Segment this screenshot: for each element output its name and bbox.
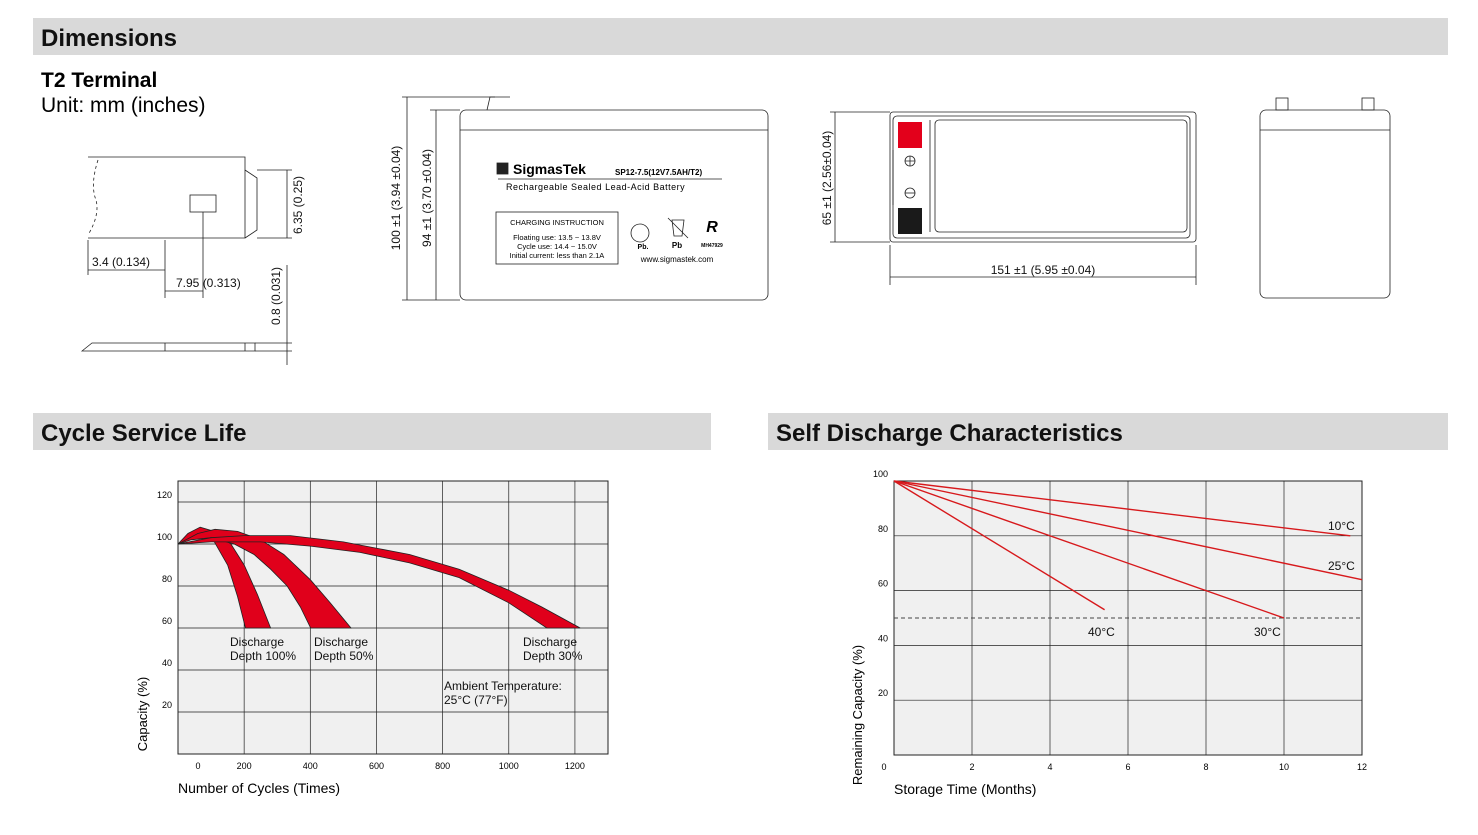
series-label: Discharge Depth 30%	[523, 635, 583, 663]
negative-terminal	[898, 208, 922, 234]
y-axis-title: Capacity (%)	[135, 677, 150, 751]
y-tick-label: 60	[162, 616, 172, 626]
y-tick-label: 20	[878, 688, 888, 698]
charging-line: Initial current: less than 2.1A	[510, 251, 605, 260]
x-tick-label: 8	[1203, 762, 1208, 772]
icon-label: Pb.	[638, 244, 649, 251]
positive-terminal	[898, 122, 922, 148]
x-tick-label: 200	[237, 761, 252, 771]
side-view	[1259, 97, 1391, 299]
y-tick-label: 100	[157, 532, 172, 542]
section-title: Dimensions	[41, 25, 177, 52]
series-label: 25°C	[1328, 559, 1355, 573]
y-tick-label: 80	[162, 574, 172, 584]
x-tick-label: 1200	[565, 761, 585, 771]
charging-title: CHARGING INSTRUCTION	[510, 218, 604, 227]
discharge-line	[893, 480, 1285, 619]
dim-label: 151 ±1 (5.95 ±0.04)	[991, 263, 1096, 277]
y-tick-label: 60	[878, 579, 888, 589]
discharge-line	[893, 480, 1105, 611]
annotation: Ambient Temperature: 25°C (77°F)	[444, 679, 562, 707]
icon-label: MH47929	[701, 243, 723, 249]
capacity-band	[177, 526, 272, 629]
dim-label: 65 ±1 (2.56±0.04)	[820, 131, 834, 226]
capacity-band	[177, 535, 581, 629]
section-title: Cycle Service Life	[41, 420, 246, 447]
series-label: 40°C	[1088, 625, 1115, 639]
model: SP12-7.5(12V7.5AH/T2)	[615, 168, 702, 177]
section-title: Self Discharge Characteristics	[776, 420, 1123, 447]
x-tick-label: 0	[881, 762, 886, 772]
x-tick-label: 2	[969, 762, 974, 772]
x-axis-title: Storage Time (Months)	[894, 781, 1036, 797]
section-bar	[33, 18, 1448, 55]
website: www.sigmastek.com	[640, 255, 714, 264]
section-bar	[33, 413, 711, 450]
discharge-line	[893, 480, 1363, 581]
terminal-title: T2 Terminal	[41, 69, 157, 92]
y-tick-label: 100	[873, 469, 888, 479]
x-tick-label: 4	[1047, 762, 1052, 772]
dim-label: 3.4 (0.134)	[92, 255, 150, 269]
x-tick-label: 400	[303, 761, 318, 771]
description: Rechargeable Sealed Lead-Acid Battery	[506, 182, 685, 192]
series-label: 10°C	[1328, 519, 1355, 533]
front-view	[402, 96, 769, 301]
x-tick-label: 10	[1279, 762, 1289, 772]
y-tick-label: 40	[162, 658, 172, 668]
x-tick-label: 600	[369, 761, 384, 771]
y-tick-label: 40	[878, 633, 888, 643]
terminal-drawing	[80, 156, 292, 365]
dim-label: 94 ±1 (3.70 ±0.04)	[420, 149, 434, 247]
charging-line: Cycle use: 14.4 ~ 15.0V	[517, 242, 597, 251]
ul-mark: R	[706, 219, 718, 236]
discharge-line	[893, 480, 1351, 537]
y-tick-label: 80	[878, 524, 888, 534]
dim-label: 100 ±1 (3.94 ±0.04)	[389, 146, 403, 251]
icon-label: Pb	[672, 241, 682, 250]
y-tick-label: 20	[162, 700, 172, 710]
brand: SigmasTek	[513, 161, 586, 177]
x-tick-label: 1000	[499, 761, 519, 771]
top-view	[830, 111, 1197, 285]
y-tick-label: 120	[157, 490, 172, 500]
series-label: Discharge Depth 50%	[314, 635, 374, 663]
x-axis-title: Number of Cycles (Times)	[178, 780, 340, 796]
dim-label: 0.8 (0.031)	[269, 267, 283, 325]
y-axis-title: Remaining Capacity (%)	[850, 645, 865, 785]
series-label: Discharge Depth 100%	[230, 635, 297, 663]
capacity-band	[177, 528, 352, 629]
unit: Unit: mm (inches)	[41, 94, 206, 117]
series-label: 30°C	[1254, 625, 1281, 639]
dim-label: 7.95 (0.313)	[176, 276, 241, 290]
section-bar	[768, 413, 1448, 450]
charging-line: Floating use: 13.5 ~ 13.8V	[513, 233, 601, 242]
x-tick-label: 800	[435, 761, 450, 771]
x-tick-label: 12	[1357, 762, 1367, 772]
x-tick-label: 0	[195, 761, 200, 771]
x-tick-label: 6	[1125, 762, 1130, 772]
dim-label: 6.35 (0.25)	[291, 176, 305, 234]
